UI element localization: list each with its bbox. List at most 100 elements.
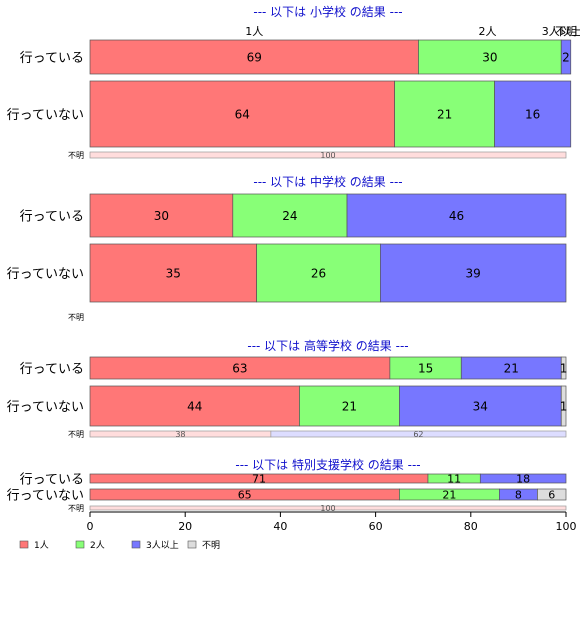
category-header-label: 2人 — [478, 25, 496, 38]
data-label: 35 — [166, 266, 181, 280]
legend: 1人 2人 3人以上 不明 — [19, 540, 220, 551]
bar-segment — [89, 39, 419, 75]
bar-segment — [232, 193, 348, 238]
data-label: 21 — [504, 361, 519, 375]
panel: --- 以下は 小学校 の結果 --- 行っている 69 30 2 行っていない 64 21 1… — [7, 4, 572, 160]
bar-row: 行っていない 65 21 8 6 — [7, 488, 567, 504]
legend-swatch — [187, 540, 197, 549]
panel-title: --- 以下は 小学校 の結果 --- — [253, 4, 402, 19]
bar-segment — [89, 385, 300, 427]
row-label: 行っている — [20, 51, 84, 66]
row-label: 行っている — [20, 210, 84, 225]
data-label: 38 — [175, 430, 185, 439]
data-label: 100 — [320, 504, 335, 513]
data-label: 2 — [562, 50, 570, 64]
legend-item: 3人以上 — [131, 540, 179, 551]
panel: --- 以下は 中学校 の結果 --- 行っている 30 24 46 行っていない 35 26… — [7, 174, 567, 322]
data-label: 65 — [238, 488, 252, 501]
data-label: 63 — [232, 361, 247, 375]
data-label: 1 — [560, 361, 568, 375]
data-label: 21 — [342, 399, 357, 413]
data-label: 100 — [320, 151, 335, 160]
legend-swatch — [75, 540, 85, 549]
legend-label: 1人 — [34, 540, 49, 551]
bar-row: 行っている 63 15 21 1 — [20, 356, 568, 380]
bar-segment — [560, 385, 567, 427]
row-label: 行っていない — [7, 267, 84, 282]
legend-label: 3人以上 — [146, 540, 179, 551]
x-tick-label: 0 — [87, 520, 94, 533]
bar-row: 不明 38 62 — [68, 430, 567, 439]
bar-segment — [299, 385, 400, 427]
data-label: 6 — [548, 488, 555, 501]
bar-segment — [89, 193, 234, 238]
data-label: 21 — [437, 107, 452, 121]
bar-segment — [560, 356, 567, 380]
bar-segment — [89, 243, 257, 303]
panel: --- 以下は 特別支援学校 の結果 --- 行っている 71 11 18 行っていない 6… — [7, 457, 567, 513]
bar-segment — [89, 505, 567, 511]
row-label: 不明 — [68, 151, 84, 160]
data-label: 18 — [516, 472, 530, 485]
legend-item: 不明 — [187, 540, 220, 551]
x-tick-label: 20 — [178, 520, 192, 533]
bar-row: 不明 — [68, 313, 84, 322]
category-header-label: 1人 — [245, 25, 263, 38]
data-label: 15 — [418, 361, 433, 375]
legend-swatch — [19, 540, 29, 549]
data-label: 46 — [449, 209, 464, 223]
row-label: 行っていない — [7, 489, 84, 504]
x-axis: 0 20 40 60 80 100 — [87, 511, 577, 533]
bar-segment — [346, 193, 567, 238]
row-label: 行っていない — [7, 400, 84, 415]
row-label: 不明 — [68, 430, 84, 439]
row-label: 行っている — [20, 473, 84, 488]
category-header-label: 3人以上 — [542, 25, 580, 38]
bar-segment — [270, 430, 567, 438]
category-header-label: 不明 — [555, 25, 577, 38]
data-label: 30 — [482, 50, 497, 64]
row-label: 行っている — [20, 362, 84, 377]
panel: --- 以下は 高等学校 の結果 --- 行っている 63 15 21 1 行っていない 44… — [7, 338, 568, 439]
bar-segment — [89, 80, 395, 148]
panel-title: --- 以下は 高等学校 の結果 --- — [247, 338, 408, 353]
data-label: 21 — [442, 488, 456, 501]
row-label: 行っていない — [7, 108, 84, 123]
panel-title: --- 以下は 特別支援学校 の結果 --- — [235, 457, 420, 472]
panel-title: --- 以下は 中学校 の結果 --- — [253, 174, 402, 189]
bar-row: 行っている 71 11 18 — [20, 472, 567, 488]
bar-row: 行っている 69 30 2 — [20, 39, 572, 75]
data-label: 8 — [515, 488, 522, 501]
bar-segment — [560, 39, 572, 75]
data-label: 1 — [560, 399, 568, 413]
bar-row: 不明 100 — [68, 504, 567, 513]
row-label: 不明 — [68, 313, 84, 322]
x-tick-label: 80 — [464, 520, 478, 533]
data-label: 11 — [447, 472, 461, 485]
legend-item: 1人 — [19, 540, 49, 551]
data-label: 39 — [466, 266, 481, 280]
data-label: 71 — [252, 472, 266, 485]
bar-row: 行っている 30 24 46 — [20, 193, 567, 238]
data-label: 34 — [473, 399, 488, 413]
bar-row: 行っていない 64 21 16 — [7, 80, 572, 148]
bar-segment — [256, 243, 381, 303]
data-label: 24 — [282, 209, 297, 223]
bar-row: 行っていない 35 26 39 — [7, 243, 567, 303]
x-tick-label: 60 — [369, 520, 383, 533]
data-label: 16 — [525, 107, 540, 121]
bar-segment — [494, 80, 572, 148]
legend-label: 不明 — [202, 540, 220, 551]
data-label: 30 — [154, 209, 169, 223]
bar-segment — [89, 151, 567, 159]
bar-segment — [399, 385, 562, 427]
data-label: 26 — [311, 266, 326, 280]
data-label: 69 — [247, 50, 262, 64]
bar-segment — [394, 80, 495, 148]
x-tick-label: 40 — [273, 520, 287, 533]
data-label: 44 — [187, 399, 202, 413]
row-label: 不明 — [68, 504, 84, 513]
